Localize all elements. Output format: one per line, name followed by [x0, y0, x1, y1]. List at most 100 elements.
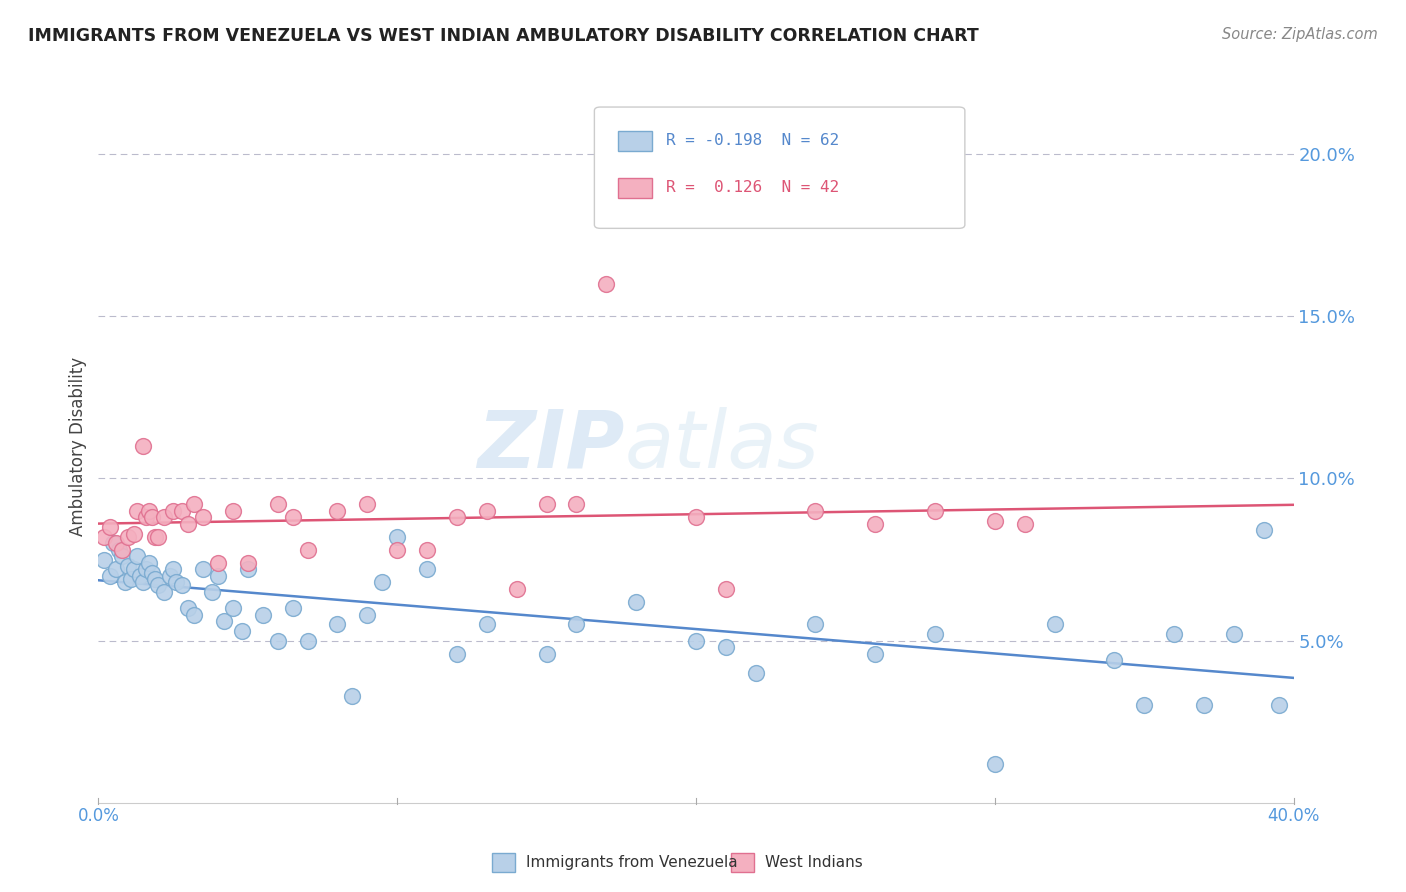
Point — [207, 568, 229, 582]
Text: R = -0.198  N = 62: R = -0.198 N = 62 — [666, 133, 839, 148]
Point — [207, 556, 229, 570]
Point — [804, 617, 827, 632]
Point — [143, 572, 166, 586]
Text: 40.0%: 40.0% — [1267, 807, 1320, 825]
Point — [326, 617, 349, 632]
Point — [212, 614, 235, 628]
Point — [624, 595, 647, 609]
Point — [267, 633, 290, 648]
Point — [127, 504, 149, 518]
Point — [595, 277, 617, 291]
Point — [114, 575, 136, 590]
Point — [281, 510, 304, 524]
Point — [536, 497, 558, 511]
Point — [183, 607, 205, 622]
Point — [177, 516, 200, 531]
Point — [98, 568, 122, 582]
Point — [1014, 516, 1036, 531]
Point — [565, 497, 588, 511]
Point — [356, 497, 378, 511]
Point — [201, 585, 224, 599]
Point — [714, 582, 737, 596]
Point — [138, 556, 160, 570]
Point — [983, 514, 1005, 528]
Point — [745, 666, 768, 681]
Point — [105, 562, 128, 576]
Text: Source: ZipAtlas.com: Source: ZipAtlas.com — [1222, 27, 1378, 42]
Point — [865, 647, 887, 661]
Point — [124, 562, 146, 576]
Point — [111, 549, 134, 564]
Point — [236, 556, 259, 570]
Point — [172, 504, 194, 518]
Point — [297, 542, 319, 557]
Point — [356, 607, 378, 622]
Point — [297, 633, 319, 648]
Point — [385, 542, 409, 557]
Point — [117, 530, 139, 544]
Point — [177, 601, 200, 615]
Y-axis label: Ambulatory Disability: Ambulatory Disability — [69, 357, 87, 535]
Point — [153, 585, 176, 599]
Point — [342, 689, 364, 703]
Point — [138, 504, 160, 518]
Point — [1104, 653, 1126, 667]
Point — [371, 575, 394, 590]
Point — [536, 647, 558, 661]
Point — [162, 504, 184, 518]
Point — [446, 647, 468, 661]
Point — [983, 756, 1005, 771]
Bar — [619, 130, 652, 151]
Point — [475, 504, 498, 518]
Point — [1253, 524, 1275, 538]
Text: Immigrants from Venezuela: Immigrants from Venezuela — [526, 855, 738, 870]
Point — [191, 562, 214, 576]
Point — [565, 617, 588, 632]
Point — [416, 542, 439, 557]
Point — [129, 568, 152, 582]
Point — [93, 552, 115, 566]
Point — [159, 568, 181, 582]
Point — [416, 562, 439, 576]
Point — [804, 504, 827, 518]
Point — [385, 530, 409, 544]
Point — [172, 578, 194, 592]
Point — [93, 530, 115, 544]
Point — [865, 516, 887, 531]
Point — [141, 566, 163, 580]
Point — [135, 510, 157, 524]
Text: R =  0.126  N = 42: R = 0.126 N = 42 — [666, 180, 839, 195]
Point — [231, 624, 253, 638]
Point — [153, 510, 176, 524]
Point — [222, 601, 245, 615]
Point — [117, 559, 139, 574]
Point — [127, 549, 149, 564]
Point — [124, 526, 146, 541]
Point — [685, 633, 707, 648]
Text: atlas: atlas — [624, 407, 820, 485]
Point — [924, 627, 946, 641]
Point — [143, 530, 166, 544]
Point — [506, 582, 529, 596]
Point — [135, 562, 157, 576]
Point — [714, 640, 737, 654]
Point — [132, 439, 155, 453]
Point — [120, 572, 142, 586]
Point — [475, 617, 498, 632]
Point — [1163, 627, 1185, 641]
Point — [103, 536, 125, 550]
Point — [148, 578, 170, 592]
Point — [111, 542, 134, 557]
Point — [191, 510, 214, 524]
Point — [98, 520, 122, 534]
Point — [132, 575, 155, 590]
Point — [236, 562, 259, 576]
Point — [183, 497, 205, 511]
Point — [165, 575, 187, 590]
FancyBboxPatch shape — [595, 107, 965, 228]
Point — [108, 542, 131, 557]
Text: 0.0%: 0.0% — [77, 807, 120, 825]
Point — [1043, 617, 1066, 632]
Bar — [619, 178, 652, 198]
Point — [326, 504, 349, 518]
